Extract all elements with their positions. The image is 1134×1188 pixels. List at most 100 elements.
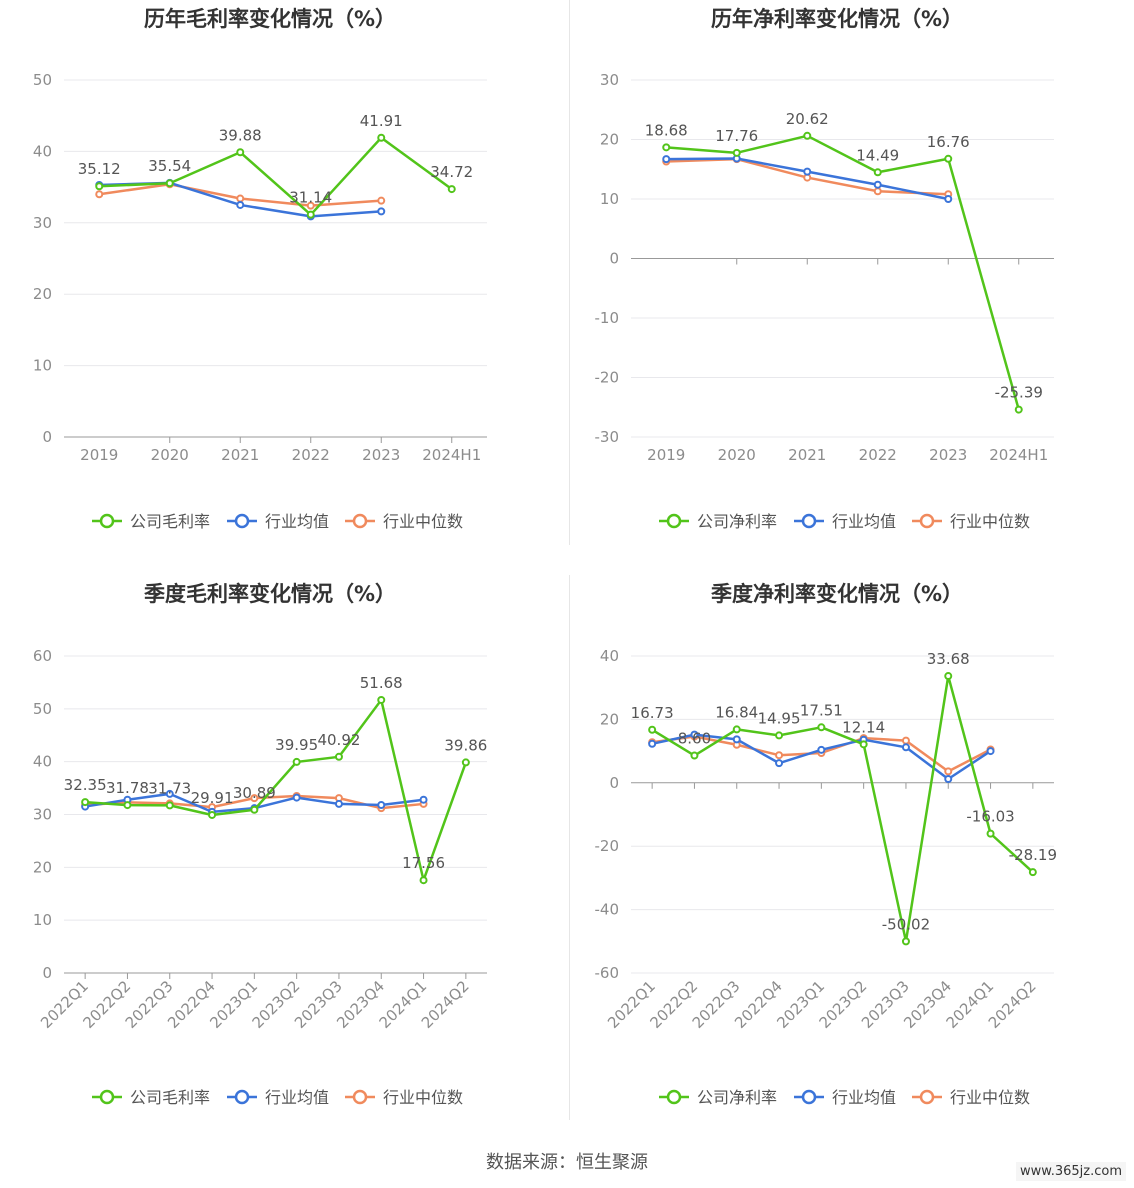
data-point [732,148,741,157]
data-point [662,143,671,152]
chart-title: 历年毛利率变化情况（%） [144,7,396,31]
data-label: 40.92 [317,731,360,749]
y-tick-label: 40 [33,142,52,160]
data-point [165,789,174,798]
data-label: 33.68 [927,650,970,668]
y-tick-label: -60 [595,964,620,982]
data-point [292,757,301,766]
legend-marker [99,513,115,529]
data-point [208,810,217,819]
data-label: 16.76 [927,133,970,151]
legend-item: 行业中位数 [345,1088,463,1107]
data-point [461,758,470,767]
x-tick-label: 2020 [151,446,189,464]
legend-item: 行业均值 [227,1088,329,1107]
data-point [901,736,910,745]
data-point [377,695,386,704]
y-tick-label: 20 [600,710,619,728]
data-point [732,725,741,734]
y-tick-label: 10 [33,911,52,929]
data-point [775,759,784,768]
data-label: -28.19 [1009,846,1057,864]
data-point [236,200,245,209]
data-point [250,794,259,803]
y-tick-label: 20 [33,285,52,303]
legend-item: 行业中位数 [912,1088,1030,1107]
data-label: 18.68 [645,121,688,139]
data-label: -25.39 [995,384,1043,402]
data-point [377,800,386,809]
y-tick-label: 30 [33,214,52,232]
data-point [732,735,741,744]
data-point [648,739,657,748]
data-label: 14.95 [758,709,801,727]
y-tick-label: 10 [600,190,619,208]
data-point [1028,868,1037,877]
legend-label: 行业中位数 [383,512,463,531]
data-point [944,767,953,776]
legend-item: 行业中位数 [912,512,1030,531]
data-point [419,876,428,885]
watermark: www.365jz.com [1016,1162,1126,1181]
legend-item: 行业均值 [794,1088,896,1107]
data-label: 17.51 [800,701,843,719]
legend-marker [801,1089,817,1105]
data-point [334,799,343,808]
data-label: 16.73 [631,704,674,722]
data-point [292,793,301,802]
chart-quarterly-net: 季度净利率变化情况（%）-60-40-20020402022Q12022Q220… [595,582,1058,1107]
data-point [901,743,910,752]
x-tick-label: 2023 [929,446,967,464]
y-tick-label: 0 [609,250,619,268]
data-point [334,752,343,761]
series-line [666,134,1020,410]
data-point [648,725,657,734]
y-tick-label: -20 [595,369,620,387]
y-tick-label: -40 [595,901,620,919]
data-point [236,194,245,203]
data-label: 51.68 [360,674,403,692]
y-tick-label: 20 [600,131,619,149]
data-label: -50.02 [882,915,930,933]
data-label: 32.35 [64,776,107,794]
y-tick-label: -30 [595,428,620,446]
data-label: 8.60 [678,730,711,748]
legend-marker [801,513,817,529]
x-tick-label: 2024H1 [989,446,1048,464]
legend-label: 行业中位数 [950,1088,1030,1107]
legend-marker [352,513,368,529]
data-label: 30.89 [233,784,276,802]
data-point [95,190,104,199]
legend-item: 行业中位数 [345,512,463,531]
y-tick-label: -10 [595,309,620,327]
data-point [817,723,826,732]
series-line [651,674,1034,943]
data-point [873,187,882,196]
y-tick-label: -20 [595,837,620,855]
legend-marker [99,1089,115,1105]
data-point [1014,405,1023,414]
data-point [377,133,386,142]
data-point [419,795,428,804]
chart-title: 季度毛利率变化情况（%） [144,582,396,606]
legend-label: 行业均值 [265,512,329,531]
legend-marker [234,1089,250,1105]
y-tick-label: 60 [33,647,52,665]
data-point [377,196,386,205]
legend-label: 行业均值 [832,512,896,531]
legend-marker [919,1089,935,1105]
data-point [662,155,671,164]
y-tick-label: 30 [33,806,52,824]
legend-item: 行业均值 [227,512,329,531]
data-point [165,801,174,810]
data-point [690,751,699,760]
data-label: 31.78 [106,779,149,797]
legend-item: 行业均值 [794,512,896,531]
chart-title: 季度净利率变化情况（%） [711,582,963,606]
data-label: 31.73 [148,779,191,797]
data-point [859,740,868,749]
x-tick-label: 2021 [221,446,259,464]
legend-marker [666,1089,682,1105]
data-label: 41.91 [360,112,403,130]
legend-label: 行业中位数 [383,1088,463,1107]
